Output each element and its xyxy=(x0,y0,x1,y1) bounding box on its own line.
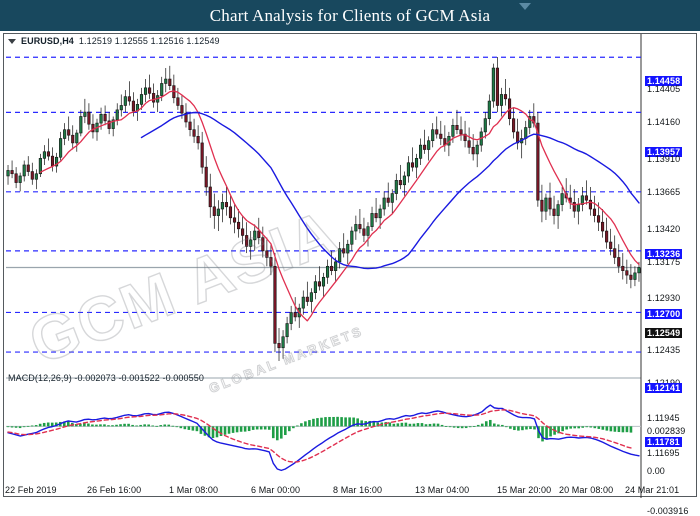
price-tick-label: 1.11945 xyxy=(647,413,680,423)
time-tick-label: 6 Mar 00:00 xyxy=(251,485,301,495)
macd-tick-label: -0.003916 xyxy=(647,506,689,516)
chart-top-marker-icon[interactable] xyxy=(519,3,531,10)
price-tick-label: 1.13665 xyxy=(647,187,681,197)
chart-frame[interactable]: GCM ASIA GLOBAL MARKETS EURUSD,H4 1.1251… xyxy=(3,33,698,498)
time-axis: 22 Feb 2019 26 Feb 16:00 1 Mar 08:00 6 Mar … xyxy=(3,485,697,499)
time-tick-label: 22 Feb 2019 xyxy=(5,485,57,495)
ohlc-values: 1.12519 1.12555 1.12516 1.12549 xyxy=(78,36,220,46)
price-level-badge[interactable]: 1.12700 xyxy=(645,309,683,319)
time-tick-label: 26 Feb 16:00 xyxy=(87,485,142,495)
chevron-down-icon[interactable] xyxy=(8,38,16,44)
symbol-info-row[interactable]: EURUSD,H4 1.12519 1.12555 1.12516 1.1254… xyxy=(8,36,220,46)
time-tick-label: 20 Mar 08:00 xyxy=(559,485,614,495)
price-tick-label: 1.13175 xyxy=(647,257,681,267)
macd-tick-label: 0.002839 xyxy=(647,426,686,436)
price-level-badge[interactable]: 1.13236 xyxy=(645,249,683,259)
price-tick-label: 1.13910 xyxy=(647,154,681,164)
price-axis[interactable]: 1.14458 1.14405 1.14160 1.13957 1.13910 1.136… xyxy=(641,33,700,516)
macd-indicator-label: MACD(12,26,9) -0.002073 -0.001522 -0.000… xyxy=(8,373,204,383)
price-tick-label: 1.14160 xyxy=(647,117,681,127)
plot-area[interactable]: GCM ASIA GLOBAL MARKETS xyxy=(4,34,698,498)
price-level-badge[interactable]: 1.14458 xyxy=(645,76,683,86)
price-tick-label: 1.13420 xyxy=(647,224,681,234)
price-tick-label: 1.14405 xyxy=(647,84,681,94)
price-level-badge[interactable]: 1.13957 xyxy=(645,147,683,157)
time-tick-label: 24 Mar 21:01 xyxy=(625,485,680,495)
macd-tick-label: 0.00 xyxy=(647,466,665,476)
price-level-badge[interactable]: 1.11781 xyxy=(645,437,682,447)
price-level-badge[interactable]: 1.12141 xyxy=(645,383,683,393)
symbol-label: EURUSD,H4 xyxy=(21,36,74,46)
price-tick-label: 1.12435 xyxy=(647,345,681,355)
page-title: Chart Analysis for Clients of GCM Asia xyxy=(209,5,491,25)
header-bar: Chart Analysis for Clients of GCM Asia xyxy=(0,0,700,31)
price-tick-label: 1.11695 xyxy=(647,448,680,458)
price-level-badge[interactable]: 1.12549 xyxy=(645,328,683,338)
price-and-macd-canvas xyxy=(6,34,642,498)
time-tick-label: 15 Mar 20:00 xyxy=(497,485,552,495)
time-tick-label: 13 Mar 04:00 xyxy=(415,485,470,495)
time-tick-label: 8 Mar 16:00 xyxy=(333,485,383,495)
price-tick-label: 1.12930 xyxy=(647,293,681,303)
time-tick-label: 1 Mar 08:00 xyxy=(169,485,219,495)
